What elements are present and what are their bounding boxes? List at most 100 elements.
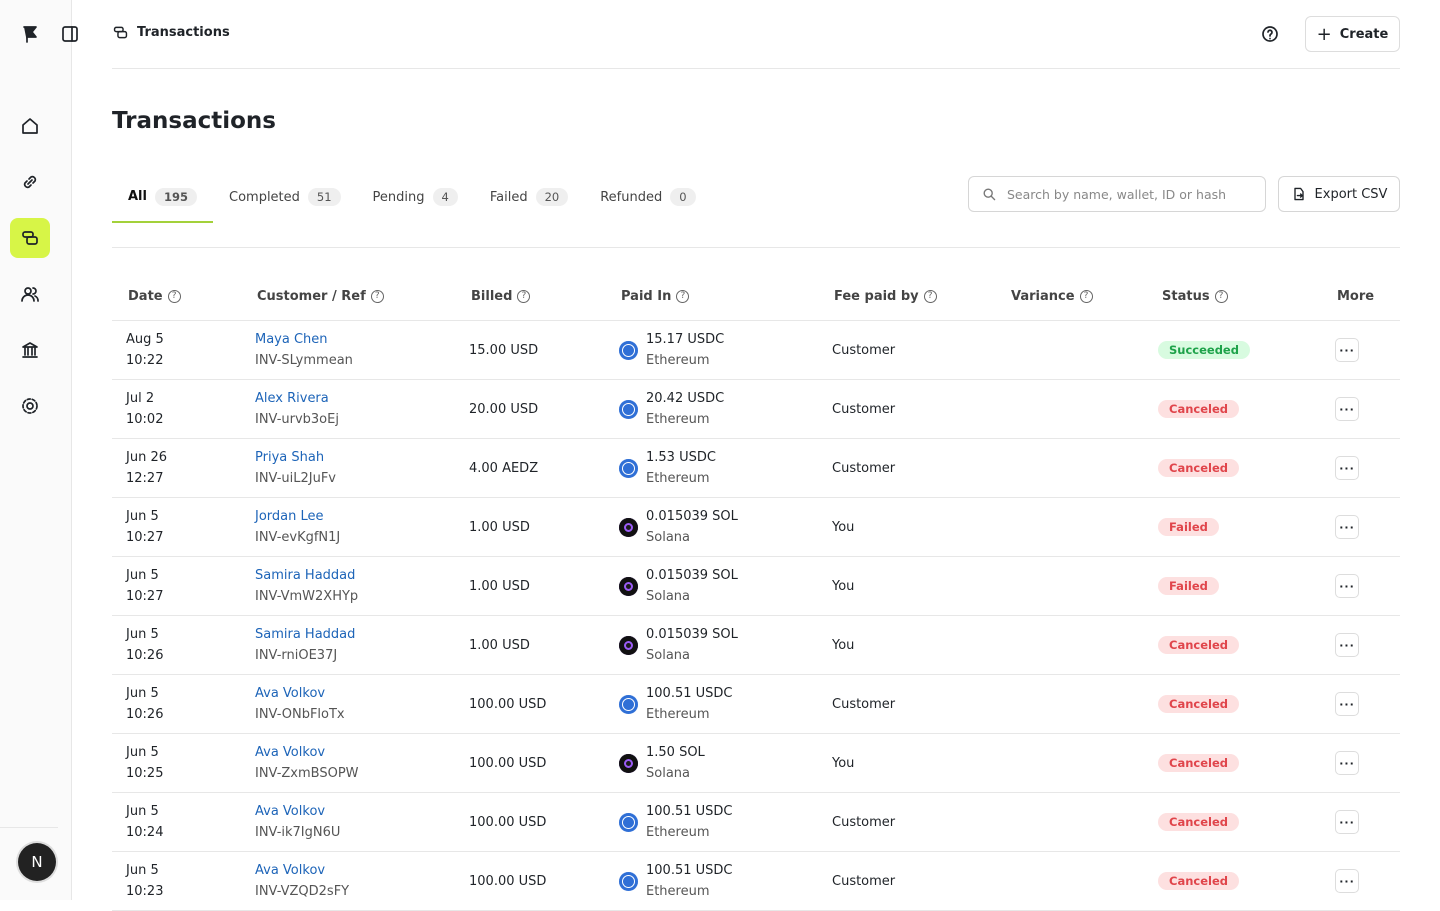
help-button[interactable]	[1260, 24, 1280, 48]
nav-home[interactable]	[10, 106, 50, 146]
plus-icon: +	[1316, 23, 1332, 45]
customer-link[interactable]: Maya Chen	[255, 332, 328, 347]
customer-link[interactable]: Ava Volkov	[255, 686, 326, 701]
info-icon: ?	[676, 289, 690, 303]
date: Jun 5	[126, 804, 159, 819]
billed: 4.00 AEDZ	[469, 460, 539, 476]
network: Ethereum	[646, 707, 710, 722]
nav-customers[interactable]	[10, 274, 50, 314]
more-cell: ···	[1335, 810, 1400, 834]
coin-icon	[619, 399, 638, 419]
table-row: Jun 5 10:25 Ava Volkov INV-ZxmBSOPW 100.00 U…	[112, 734, 1400, 793]
status-cell: Canceled	[1158, 754, 1335, 772]
date-cell: Jun 5 10:23	[126, 862, 255, 900]
paid-amount: 15.17 USDC	[646, 332, 725, 347]
customer-cell: Samira Haddad INV-rniOE37J	[255, 626, 469, 664]
table-row: Jun 5 10:24 Ava Volkov INV-ik7IgN6U 100.00 U…	[112, 793, 1400, 852]
column-header: Customer / Ref?	[257, 289, 471, 304]
network: Ethereum	[646, 884, 710, 899]
tab[interactable]: Pending 4	[357, 172, 474, 222]
customer-link[interactable]: Ava Volkov	[255, 863, 326, 878]
tab[interactable]: Failed 20	[474, 172, 584, 222]
ref: INV-ONbFloTx	[255, 707, 345, 722]
time: 10:26	[126, 707, 164, 722]
billed: 1.00 USD	[469, 519, 530, 535]
time: 10:27	[126, 530, 164, 545]
ref: INV-ZxmBSOPW	[255, 766, 359, 781]
table-row: Jun 5 10:26 Samira Haddad INV-rniOE37J 1.00 …	[112, 616, 1400, 675]
tab[interactable]: Refunded 0	[584, 172, 711, 222]
customer-cell: Alex Rivera INV-urvb3oEj	[255, 390, 469, 428]
coin-icon	[619, 694, 638, 714]
status-badge: Canceled	[1158, 754, 1239, 772]
more-button[interactable]: ···	[1335, 633, 1359, 657]
nav-links[interactable]	[10, 162, 50, 202]
customer-cell: Ava Volkov INV-VZQD2sFY	[255, 862, 469, 900]
network: Ethereum	[646, 471, 710, 486]
nav-bank[interactable]	[10, 330, 50, 370]
paid-cell: 1.53 USDC Ethereum	[619, 449, 832, 487]
time: 10:22	[126, 353, 164, 368]
fee-paid-by: Customer	[832, 873, 896, 889]
paid-cell: 100.51 USDC Ethereum	[619, 862, 832, 900]
date-cell: Jun 5 10:27	[126, 567, 255, 605]
column-header: Billed?	[471, 289, 621, 304]
ref: INV-rniOE37J	[255, 648, 338, 663]
paid-amount: 100.51 USDC	[646, 686, 733, 701]
nav-settings[interactable]	[10, 386, 50, 426]
create-button[interactable]: + Create	[1305, 16, 1400, 52]
more-button[interactable]: ···	[1335, 692, 1359, 716]
more-cell: ···	[1335, 574, 1400, 598]
customer-link[interactable]: Ava Volkov	[255, 804, 326, 819]
paid-cell: 15.17 USDC Ethereum	[619, 331, 832, 369]
customer-link[interactable]: Alex Rivera	[255, 391, 329, 406]
status-badge: Canceled	[1158, 400, 1239, 418]
more-cell: ···	[1335, 397, 1400, 421]
fee-paid-by: Customer	[832, 814, 896, 830]
toggle-sidebar[interactable]	[50, 14, 90, 54]
customer-link[interactable]: Priya Shah	[255, 450, 325, 465]
coin-icon	[619, 635, 638, 655]
more-button[interactable]: ···	[1335, 338, 1359, 362]
time: 10:26	[126, 648, 164, 663]
more-button[interactable]: ···	[1335, 751, 1359, 775]
paid-amount: 100.51 USDC	[646, 804, 733, 819]
fee-paid-by: Customer	[832, 460, 896, 476]
fee-paid-by: You	[832, 578, 855, 594]
search-input[interactable]: Search by name, wallet, ID or hash	[968, 176, 1266, 212]
more-cell: ···	[1335, 633, 1400, 657]
customer-link[interactable]: Samira Haddad	[255, 568, 356, 583]
logo[interactable]	[10, 14, 50, 54]
network: Solana	[646, 589, 690, 604]
time: 10:23	[126, 884, 164, 899]
avatar[interactable]: N	[18, 843, 56, 881]
export-button[interactable]: Export CSV	[1278, 176, 1400, 212]
status-cell: Canceled	[1158, 695, 1335, 713]
more-button[interactable]: ···	[1335, 515, 1359, 539]
date: Aug 5	[126, 332, 164, 347]
customer-link[interactable]: Samira Haddad	[255, 627, 356, 642]
date: Jun 5	[126, 686, 159, 701]
tab[interactable]: All 195	[112, 172, 213, 223]
column-label: Fee paid by	[834, 288, 919, 304]
status-cell: Canceled	[1158, 400, 1335, 418]
column-header: Variance?	[1011, 289, 1162, 304]
more-button[interactable]: ···	[1335, 869, 1359, 893]
more-button[interactable]: ···	[1335, 574, 1359, 598]
info-icon: ?	[370, 289, 384, 303]
tab[interactable]: Completed 51	[213, 172, 357, 222]
more-button[interactable]: ···	[1335, 456, 1359, 480]
paid-text: 0.015039 SOL Solana	[646, 567, 738, 605]
billed: 100.00 USD	[469, 696, 547, 712]
more-button[interactable]: ···	[1335, 397, 1359, 421]
nav-transactions[interactable]	[10, 218, 50, 258]
customer-link[interactable]: Ava Volkov	[255, 745, 326, 760]
tabs: All 195 Completed 51 Pending 4 Failed 20 Refunde…	[112, 172, 712, 223]
more-button[interactable]: ···	[1335, 810, 1359, 834]
column-label: Date	[128, 288, 163, 304]
column-header: Date?	[128, 289, 257, 304]
customer-link[interactable]: Jordan Lee	[255, 509, 324, 524]
ref: INV-uiL2JuFv	[255, 471, 336, 486]
